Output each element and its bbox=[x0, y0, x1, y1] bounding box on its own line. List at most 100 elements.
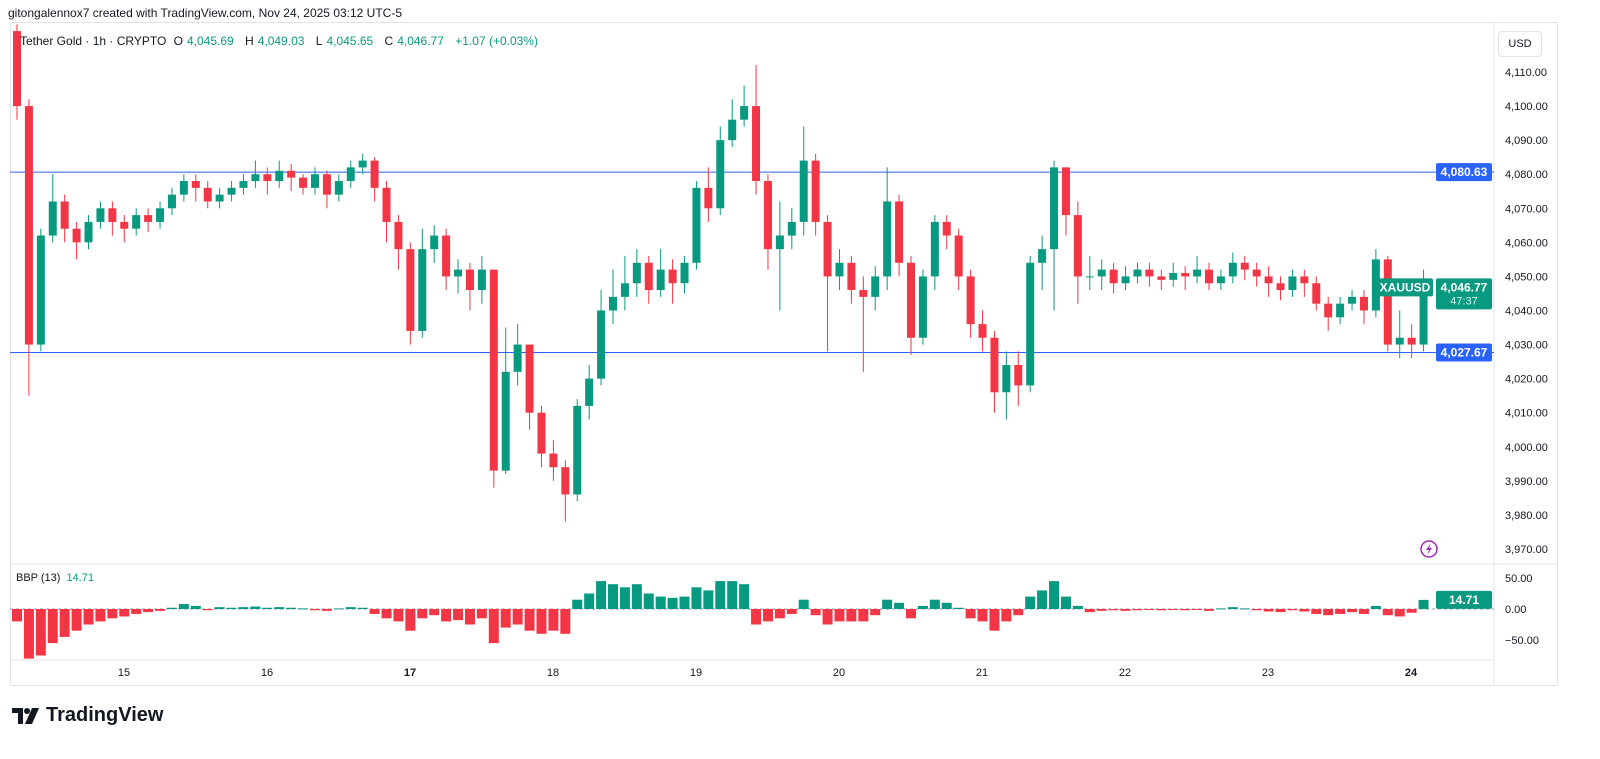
bbp-bar bbox=[59, 609, 70, 637]
bbp-bar bbox=[584, 593, 595, 609]
indicator-name: BBP (13) bbox=[16, 572, 61, 584]
candle-body bbox=[13, 31, 21, 107]
candle-body bbox=[859, 290, 868, 297]
time-tick-label: 15 bbox=[118, 667, 130, 679]
candle bbox=[72, 221, 81, 260]
price-tick-label: 4,050.00 bbox=[1505, 271, 1548, 283]
time-tick-label: 23 bbox=[1262, 667, 1274, 679]
currency-button[interactable]: USD bbox=[1498, 31, 1542, 57]
bbp-bar bbox=[631, 584, 642, 609]
candle bbox=[1002, 351, 1011, 420]
bbp-bar bbox=[608, 584, 618, 609]
bbp-bar bbox=[476, 609, 487, 619]
candle-body bbox=[966, 276, 975, 325]
candle-body bbox=[418, 249, 427, 331]
bbp-bar bbox=[1394, 609, 1405, 617]
bbp-bar bbox=[727, 581, 738, 609]
candle bbox=[716, 126, 725, 216]
candle-body bbox=[1395, 337, 1404, 345]
candle bbox=[1133, 262, 1142, 284]
bbp-bar bbox=[1037, 590, 1048, 609]
candle bbox=[144, 208, 153, 233]
bbp-bar bbox=[1347, 609, 1358, 613]
lightning-bolt-icon[interactable] bbox=[1420, 540, 1438, 558]
candle-body bbox=[1288, 276, 1297, 291]
candle-body bbox=[322, 174, 331, 195]
candle bbox=[871, 266, 880, 311]
ticker-label[interactable]: XAUUSD bbox=[1377, 278, 1433, 297]
candle-body bbox=[1216, 276, 1225, 284]
candle bbox=[644, 255, 653, 304]
resistance-price-label-bg bbox=[1436, 163, 1492, 182]
bbp-bar bbox=[345, 607, 356, 609]
bbp-bar bbox=[262, 607, 273, 609]
candle bbox=[656, 249, 665, 297]
candle-body bbox=[72, 228, 81, 243]
candle-body bbox=[1419, 287, 1428, 345]
candle bbox=[1061, 167, 1070, 236]
open-label: O bbox=[173, 34, 183, 48]
candle bbox=[1240, 255, 1249, 280]
price-tick-label: 4,010.00 bbox=[1505, 408, 1548, 420]
candle-body bbox=[763, 181, 772, 250]
candle bbox=[1145, 262, 1154, 287]
bbp-bar bbox=[1204, 609, 1214, 611]
bbp-bar bbox=[1358, 609, 1369, 614]
symbol-title[interactable]: Tether Gold · 1h · CRYPTO bbox=[20, 34, 167, 48]
bbp-bar bbox=[989, 609, 1000, 631]
candle bbox=[275, 160, 284, 188]
candle-body bbox=[358, 160, 367, 168]
bbp-bar bbox=[560, 609, 571, 634]
time-tick-label: 24 bbox=[1405, 667, 1418, 679]
bbp-bar bbox=[834, 609, 845, 622]
bbp-value-label[interactable]: 14.71 bbox=[1436, 590, 1492, 609]
candle bbox=[191, 174, 200, 202]
time-tick-label: 18 bbox=[547, 667, 559, 679]
bbp-bar bbox=[917, 605, 928, 609]
candle-body bbox=[477, 269, 486, 291]
candle-body bbox=[84, 221, 93, 243]
tradingview-logo-icon bbox=[12, 707, 39, 724]
candle-body bbox=[1324, 303, 1333, 318]
bbp-bar bbox=[393, 609, 404, 622]
bbp-bar bbox=[500, 609, 511, 628]
candle bbox=[430, 225, 439, 263]
candle-body bbox=[1121, 276, 1130, 284]
resistance-price-label-text: 4,080.63 bbox=[1441, 165, 1488, 179]
candle bbox=[823, 215, 832, 352]
indicator-legend[interactable]: BBP (13) 14.71 bbox=[16, 572, 94, 584]
candle-body bbox=[1407, 337, 1416, 345]
candle bbox=[692, 181, 701, 270]
price-tick-label: 3,970.00 bbox=[1505, 544, 1548, 556]
time-tick-label: 21 bbox=[976, 667, 988, 679]
candle bbox=[895, 194, 904, 277]
change-value: +1.07 (+0.03%) bbox=[455, 34, 538, 48]
time-tick-label: 17 bbox=[404, 667, 416, 679]
candle-body bbox=[537, 412, 546, 454]
bbp-bar bbox=[83, 609, 94, 625]
bbp-bar bbox=[1311, 609, 1322, 614]
candle-body bbox=[620, 283, 629, 297]
bbp-bar bbox=[286, 607, 297, 609]
bbp-bar bbox=[822, 609, 833, 625]
chart-panel[interactable] bbox=[10, 22, 1558, 686]
candle bbox=[334, 174, 343, 202]
candle bbox=[728, 99, 737, 147]
candle-body bbox=[799, 160, 808, 222]
support-price-label-text: 4,027.67 bbox=[1441, 345, 1488, 359]
support-price-label[interactable]: 4,027.67 bbox=[1436, 343, 1492, 362]
candle bbox=[36, 228, 45, 352]
candle bbox=[215, 187, 224, 209]
bbp-bar bbox=[536, 609, 547, 634]
bbp-bar bbox=[190, 605, 201, 609]
candle-body bbox=[716, 140, 725, 209]
bbp-bar bbox=[643, 593, 654, 609]
candle-body bbox=[775, 235, 784, 250]
bbp-bar bbox=[1227, 607, 1238, 609]
bbp-bar bbox=[333, 608, 344, 610]
candle bbox=[1383, 255, 1392, 352]
resistance-price-label[interactable]: 4,080.63 bbox=[1436, 163, 1492, 182]
candle bbox=[1097, 259, 1106, 291]
